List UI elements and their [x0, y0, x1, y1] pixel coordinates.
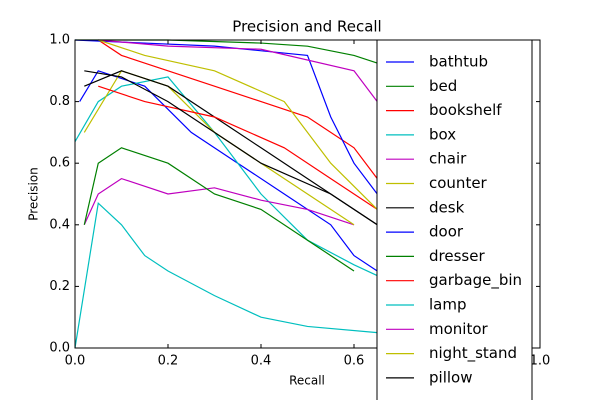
- legend-label: garbage_bin: [429, 271, 522, 290]
- legend-label: pillow: [429, 368, 472, 386]
- series-line: [75, 39, 401, 72]
- series-line: [97, 39, 378, 179]
- legend-label: box: [429, 125, 456, 143]
- series-line: [74, 202, 378, 349]
- x-tick-label: 1.0: [530, 354, 551, 369]
- x-tick-label: 0.4: [251, 354, 272, 369]
- series-line: [83, 147, 355, 272]
- legend-label: desk: [429, 198, 465, 216]
- x-axis-label: Recall: [289, 374, 325, 388]
- legend-background: [377, 40, 532, 400]
- y-tick-label: 1.0: [49, 33, 70, 48]
- y-tick-label: 0.8: [49, 94, 70, 109]
- legend-label: night_stand: [429, 344, 517, 363]
- legend-label: lamp: [429, 296, 467, 314]
- legend-frame: [376, 39, 533, 400]
- y-tick-label: 0.6: [49, 156, 70, 171]
- x-tick-label: 0.2: [158, 354, 179, 369]
- series-line: [79, 70, 378, 272]
- legend-label: dresser: [429, 247, 485, 265]
- legend-label: door: [429, 223, 464, 241]
- series-line: [98, 39, 378, 210]
- legend-label: bathtub: [429, 53, 488, 71]
- y-tick-label: 0.2: [49, 279, 70, 294]
- series-line: [83, 177, 355, 226]
- legend-label: monitor: [429, 320, 489, 338]
- y-tick-label: 0.4: [49, 217, 70, 232]
- series-line: [84, 70, 378, 226]
- x-tick-label: 0.6: [344, 354, 365, 369]
- series-line: [74, 76, 401, 287]
- legend-label: counter: [429, 174, 488, 192]
- legend-label: bookshelf: [429, 101, 502, 119]
- legend-label: bed: [429, 77, 457, 95]
- series-line: [98, 85, 378, 210]
- legend-label: chair: [429, 150, 467, 168]
- series-line: [74, 39, 378, 195]
- axes-frame: [74, 39, 541, 349]
- series-line: [83, 70, 355, 226]
- legend: bathtub bed bookshelf box chair counter desk do…: [376, 39, 533, 400]
- chart-title: Precision and Recall: [232, 18, 381, 36]
- series-line: [84, 70, 378, 226]
- series-line: [98, 39, 378, 102]
- plot-area: 0.00.20.40.60.81.00.00.20.40.60.81.0: [49, 33, 550, 369]
- y-axis-label: Precision: [27, 167, 41, 221]
- x-tick-label: 0.0: [65, 354, 86, 369]
- y-tick-label: 0.0: [49, 341, 70, 356]
